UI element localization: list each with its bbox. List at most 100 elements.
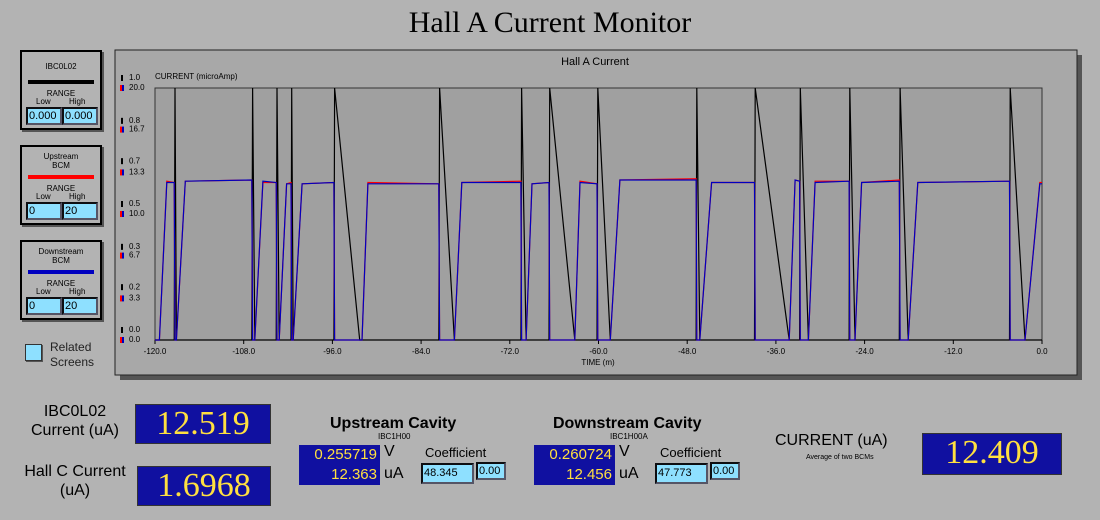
cavity-id: IBC1H00A — [610, 432, 648, 441]
current-value: 12.456 — [566, 466, 612, 483]
y-tick — [122, 252, 124, 259]
range-high[interactable]: 20 — [62, 202, 98, 220]
y-tick — [120, 252, 122, 259]
series-line — [155, 87, 1042, 341]
legend-name: IBC0L02 — [45, 62, 77, 71]
readout-label: Hall C Current (uA) — [24, 463, 126, 499]
y2-tick — [121, 75, 123, 81]
chart-title: Hall A Current — [561, 56, 629, 68]
y-axis-label: CURRENT (microAmp) — [155, 72, 238, 81]
unit: uA — [384, 465, 404, 482]
y-tick-label: 6.7 — [129, 251, 141, 260]
x-axis-label: TIME (m) — [581, 358, 615, 367]
x-tick-label: -36.0 — [767, 347, 786, 356]
x-tick-label: -24.0 — [855, 347, 874, 356]
range-high[interactable]: 0.000 — [62, 107, 98, 125]
coefficient-label: Coefficient — [660, 445, 722, 460]
range-label: RANGE — [46, 279, 76, 288]
y-tick — [120, 211, 122, 217]
y2-tick-label: 0.8 — [129, 116, 141, 125]
average-label: CURRENT (uA) — [775, 432, 888, 449]
readout-value: 1.6968 — [137, 466, 271, 506]
y-tick — [120, 295, 122, 302]
range-high[interactable]: 20 — [62, 297, 98, 315]
high-label: High — [69, 192, 86, 201]
x-tick-label: -96.0 — [323, 347, 342, 356]
low-label: Low — [36, 97, 51, 106]
offset-input[interactable]: 0.00 — [476, 462, 506, 480]
y-tick-label: 3.3 — [129, 294, 141, 303]
legend-name: Upstream BCM — [43, 152, 79, 170]
y2-tick-label: 1.0 — [129, 73, 141, 82]
x-tick-label: -48.0 — [678, 347, 697, 356]
readout-label: IBC0L02 Current (uA) — [30, 403, 120, 439]
legend-swatch — [28, 80, 94, 84]
y2-tick — [121, 117, 123, 124]
y-tick — [122, 295, 124, 302]
unit: uA — [619, 465, 639, 482]
y2-tick-label: 0.3 — [129, 242, 141, 251]
x-tick-label: -60.0 — [589, 347, 608, 356]
y2-tick — [121, 327, 123, 333]
range-low[interactable]: 0.000 — [26, 107, 62, 125]
series-line — [155, 179, 1042, 341]
cavity-readout: 0.260724 12.456 — [534, 445, 615, 485]
legend-panel: Upstream BCM RANGE Low High 0 20 — [20, 145, 102, 225]
y2-tick-label: 0.0 — [129, 325, 141, 334]
page-title: Hall A Current Monitor — [408, 6, 692, 39]
voltage-value: 0.255719 — [314, 446, 377, 463]
y2-tick — [121, 243, 123, 250]
y2-tick-label: 0.5 — [129, 199, 141, 208]
y-tick — [122, 211, 124, 217]
y2-tick — [121, 201, 123, 207]
cavity-readout: 0.255719 12.363 — [299, 445, 380, 485]
average-value: 12.409 — [922, 433, 1062, 475]
y2-tick — [121, 158, 123, 165]
current-value: 12.363 — [331, 466, 377, 483]
coefficient-label: Coefficient — [425, 445, 487, 460]
coefficient-input[interactable]: 48.345 — [421, 463, 474, 484]
low-label: Low — [36, 287, 51, 296]
high-label: High — [69, 97, 86, 106]
range-low[interactable]: 0 — [26, 297, 62, 315]
chart: Hall A Current CURRENT (microAmp) TIME (… — [114, 49, 1082, 380]
voltage-value: 0.260724 — [549, 446, 612, 463]
y2-tick-label: 0.7 — [129, 156, 141, 165]
legend-swatch — [28, 175, 94, 179]
cavity-title: Upstream Cavity — [330, 415, 457, 432]
x-tick-label: -120.0 — [144, 347, 167, 356]
related-screens-button[interactable] — [25, 344, 42, 361]
range-label: RANGE — [46, 89, 76, 98]
coefficient-input[interactable]: 47.773 — [655, 463, 708, 484]
unit: V — [384, 443, 395, 460]
y-tick — [120, 85, 122, 91]
x-tick-label: -72.0 — [501, 347, 520, 356]
y-tick-label: 20.0 — [129, 83, 145, 92]
y-tick — [120, 337, 122, 343]
related-screens-label[interactable]: Related Screens — [50, 340, 95, 369]
y-tick-label: 0.0 — [129, 335, 141, 344]
y-tick — [122, 169, 124, 176]
y-tick — [122, 85, 124, 91]
readout-value: 12.519 — [135, 404, 271, 444]
x-tick-label: -84.0 — [412, 347, 431, 356]
plot-area — [154, 87, 1043, 341]
y2-tick — [121, 284, 123, 291]
y-tick — [122, 126, 124, 133]
cavity-id: IBC1H00 — [378, 432, 411, 441]
x-tick-label: 0.0 — [1036, 347, 1048, 356]
high-label: High — [69, 287, 86, 296]
legend-name: Downstream BCM — [38, 247, 84, 265]
range-low[interactable]: 0 — [26, 202, 62, 220]
cavity-title: Downstream Cavity — [553, 415, 702, 432]
y2-tick-label: 0.2 — [129, 282, 141, 291]
offset-input[interactable]: 0.00 — [710, 462, 740, 480]
range-label: RANGE — [46, 184, 76, 193]
x-tick-label: -108.0 — [232, 347, 255, 356]
y-tick — [120, 169, 122, 176]
legend-panel: IBC0L02 RANGE Low High 0.000 0.000 — [20, 50, 102, 130]
x-tick-label: -12.0 — [944, 347, 963, 356]
y-tick — [122, 337, 124, 343]
legend-panel: Downstream BCM RANGE Low High 0 20 — [20, 240, 102, 320]
